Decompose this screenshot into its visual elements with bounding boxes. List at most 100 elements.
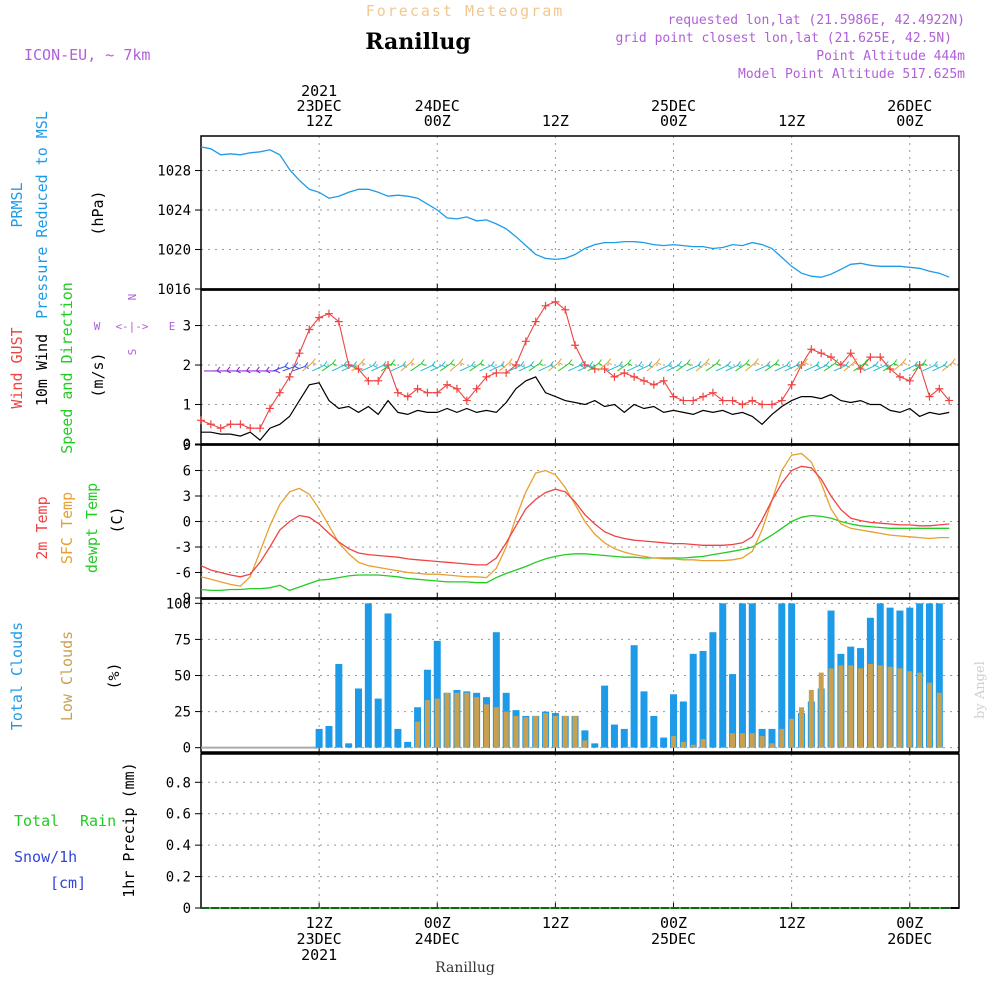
wind-arrow-head (343, 361, 348, 368)
wind-direction-arrow (351, 358, 366, 372)
low-cloud-bar (493, 707, 499, 748)
low-cloud-bar (513, 715, 519, 748)
y-tick-label: 6 (183, 464, 191, 480)
low-cloud-bar (897, 668, 903, 748)
gust-point (285, 372, 294, 381)
wind-arrow-head (607, 358, 612, 366)
gust-point (630, 372, 639, 381)
low-cloud-bar (818, 672, 824, 748)
wind-direction-label: Speed and Direction (58, 282, 76, 454)
total-cloud-bar (689, 653, 697, 748)
gust-point (374, 376, 383, 385)
wind-arrow-shaft (882, 363, 895, 372)
y-tick-label: 1 (183, 398, 191, 414)
bottom-time-label: 00Z (424, 914, 451, 932)
wind-arrow-head (558, 358, 563, 366)
bottom-time-label: 24DEC (415, 930, 460, 948)
gust-point (620, 368, 629, 377)
low-cloud-bar (444, 692, 450, 748)
gust-point (807, 345, 816, 354)
top-time-label: 2021 (301, 82, 337, 100)
wind-arrow-head (410, 358, 416, 366)
gust-point (246, 424, 255, 433)
wind-direction-arrow (774, 361, 791, 372)
wind-arrow-head (804, 358, 809, 366)
gust-point (236, 420, 245, 429)
gust-point (334, 317, 343, 326)
low-cloud-bar (543, 713, 549, 748)
wind-arrow-head (441, 361, 447, 368)
gust-point (905, 376, 914, 385)
gust-point (531, 317, 540, 326)
wind-arrow-shaft (627, 365, 640, 372)
wind-direction-arrow (617, 359, 633, 372)
wind-arrow-shaft (725, 365, 738, 372)
wind-arrow-head (825, 361, 831, 368)
wind-direction-arrow (223, 366, 241, 374)
wind-arrow-shaft (705, 363, 717, 372)
total-cloud-bar (355, 688, 363, 748)
gust-point (748, 396, 757, 405)
wind-speed-line (201, 376, 950, 441)
sfc-temp-line (200, 452, 950, 587)
low-cloud-bar (828, 668, 834, 748)
compass-axis: <-|-> (115, 320, 148, 333)
gust-point (846, 349, 855, 358)
wind-arrow-shaft (892, 362, 904, 372)
total-cloud-bar (394, 728, 402, 748)
y-tick-label: 0.6 (166, 807, 191, 823)
gust-point (571, 341, 580, 350)
wind-direction-arrow (420, 361, 437, 372)
wind-arrow-head (922, 359, 928, 366)
point-altitude: Point Altitude 444m (816, 49, 965, 64)
y-tick-label: 2 (183, 358, 191, 374)
gust-point (876, 353, 885, 362)
wind-direction-arrow (380, 359, 397, 372)
wind-direction-arrow (263, 366, 281, 374)
wind-arrow-shaft (508, 365, 522, 372)
wind-arrow-shaft (272, 366, 286, 372)
snow-label: Snow/1h (14, 848, 77, 866)
total-cloud-bar (679, 701, 687, 748)
wind-arrow-shaft (479, 365, 492, 372)
wind-arrow-head (579, 361, 585, 368)
wind-arrow-head (678, 361, 683, 368)
total-cloud-bar (404, 741, 412, 748)
wind-arrow-head (361, 358, 366, 366)
gust-point (925, 392, 934, 401)
y-tick-label: 25 (174, 705, 191, 721)
gust-point (197, 416, 205, 425)
bottom-time-label: 00Z (660, 914, 687, 932)
wind-direction-arrow (627, 361, 644, 372)
wind-direction-arrow (587, 359, 603, 372)
total-cloud-bar (748, 603, 756, 748)
bottom-time-label: 12Z (778, 914, 805, 932)
total-cloud-bar (650, 715, 658, 748)
gust-point (265, 404, 274, 413)
low-cloud-bar (779, 728, 785, 748)
wind-direction-arrow (597, 358, 612, 372)
gust-point (256, 424, 265, 433)
wind-arrow-shaft (922, 365, 935, 372)
wind-arrow-head (933, 361, 939, 368)
wind-direction-arrow (439, 359, 456, 372)
wind-arrow-shaft (843, 362, 855, 372)
bottom-time-label: 23DEC (297, 930, 342, 948)
low-cloud-bar (907, 671, 913, 748)
wind-direction-arrow (558, 359, 574, 372)
wind-direction-arrow (508, 361, 526, 372)
wind-arrow-head (627, 359, 633, 366)
wind-arrow-shaft (873, 365, 886, 372)
wind-arrow-head (284, 362, 290, 369)
low-cloud-bar (483, 704, 489, 748)
wind-direction-arrow (843, 358, 859, 372)
dewpt-label: dewpt Temp (83, 483, 101, 573)
wind-arrow-head (459, 358, 465, 366)
wind-direction-arrow (410, 359, 426, 372)
wind-arrow-head (479, 359, 485, 366)
gust-point (295, 349, 304, 358)
wind-arrow-shaft (558, 363, 570, 372)
gust-label: Wind GUST (8, 327, 26, 408)
temp-unit: (C) (108, 506, 126, 533)
wind-arrow-shaft (804, 365, 817, 372)
